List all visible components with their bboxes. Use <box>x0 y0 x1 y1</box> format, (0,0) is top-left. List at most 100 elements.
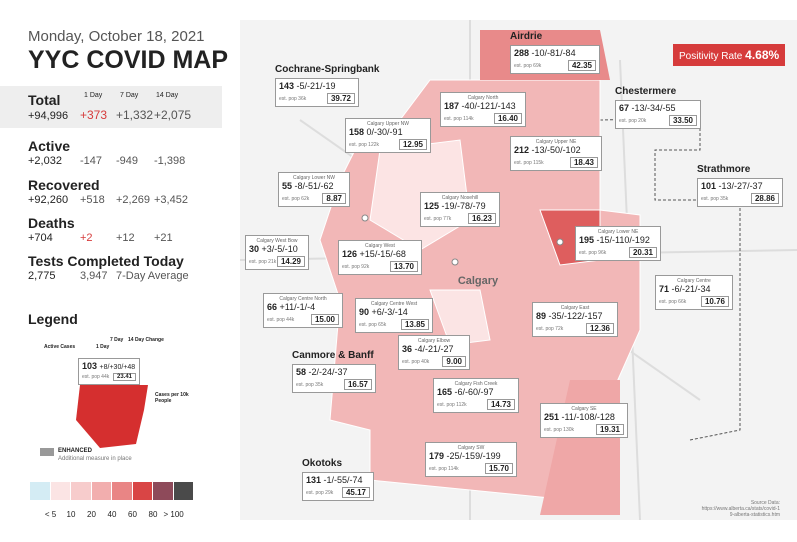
region-change: -10/-81/-84 <box>531 48 576 58</box>
region-pop: est. pop 96k <box>579 249 607 256</box>
region-cases: 165 <box>437 387 453 397</box>
region-box: Calgary Centre 71 -6/-21/-34 est. pop 66k 1… <box>655 275 733 310</box>
region-rate: 18.43 <box>569 157 598 168</box>
region-change: -25/-159/-199 <box>446 451 501 461</box>
region-change: -15/-110/-192 <box>596 235 650 245</box>
region-cases: 66 <box>267 302 278 312</box>
stat-change: +2,269 <box>116 194 150 206</box>
region-cases: 55 <box>282 181 293 191</box>
region-rate: 16.23 <box>467 213 496 224</box>
region-rate: 13.85 <box>400 319 429 330</box>
region-box: Calgary Centre West 90 +6/-3/-14 est. pop … <box>355 298 433 333</box>
region-rate: 42.35 <box>567 60 596 71</box>
source-title: Source Data: <box>750 500 780 506</box>
region-change: -6/-21/-34 <box>671 284 711 294</box>
scale-swatch <box>153 482 173 500</box>
stat-value: +2,032 <box>28 155 62 167</box>
region-row: 187 -40/-121/-143 <box>444 101 522 111</box>
region-pop: est. pop 44k <box>267 316 295 323</box>
legend-pop: est. pop 44k <box>82 374 110 380</box>
stat-change: +2,075 <box>154 108 192 122</box>
scale-label: 40 <box>107 510 117 519</box>
scale-label: 10 <box>66 510 76 519</box>
region-box: 131 -1/-55/-74 est. pop 29k 45.17 <box>302 472 374 501</box>
stat-change: +2 <box>80 232 93 244</box>
region-pop: est. pop 69k <box>514 62 542 69</box>
region-cases: 90 <box>359 307 370 317</box>
region-rate: 15.70 <box>484 463 513 474</box>
region-cases: 126 <box>342 249 358 259</box>
region-row: 143 -5/-21/-19 <box>279 81 355 91</box>
region-pop: est. pop 36k <box>279 95 307 102</box>
region-pop: est. pop 35k <box>296 381 324 388</box>
region-pop: est. pop 66k <box>659 298 687 305</box>
region-row: est. pop 35k 28.86 <box>701 193 779 204</box>
stat-change: +373 <box>80 108 108 122</box>
region-row: est. pop 130k 19.31 <box>544 424 624 435</box>
region-cases: 187 <box>444 101 460 111</box>
region-row: 125 -19/-78/-79 <box>424 201 496 211</box>
region-change: -6/-60/-97 <box>454 387 494 397</box>
scale-swatch <box>30 482 50 500</box>
region-change: -2/-24/-37 <box>308 367 348 377</box>
region-cases: 131 <box>306 475 322 485</box>
region-name: Cochrane-Springbank <box>275 64 380 75</box>
region-row: est. pop 29k 45.17 <box>306 487 370 498</box>
region-rate: 15.00 <box>310 314 339 325</box>
region-row: 66 +11/-1/-4 <box>267 302 339 312</box>
region-name: Calgary Nosehill <box>441 195 479 201</box>
stat-change: -147 <box>80 155 103 167</box>
region-change: -13/-50/-102 <box>531 145 581 155</box>
region-box: Calgary Nosehill 125 -19/-78/-79 est. pop … <box>420 192 500 227</box>
region-change: -40/-121/-143 <box>461 101 516 111</box>
region-change: -1/-55/-74 <box>323 475 363 485</box>
tests-value: 2,775 <box>28 270 56 282</box>
region-pop: est. pop 21k <box>249 258 277 265</box>
region-change: -4/-21/-27 <box>414 344 454 354</box>
region-pop: est. pop 77k <box>424 215 452 222</box>
region-name: Strathmore <box>697 164 751 175</box>
region-cases: 125 <box>424 201 440 211</box>
legend-shape <box>76 385 148 448</box>
tests-average-label: 7-Day Average <box>116 270 189 282</box>
region-rate: 9.00 <box>442 356 466 367</box>
legend-note: 7 Day <box>110 337 124 343</box>
region-box: Calgary East 89 -35/-122/-157 est. pop 72k… <box>532 302 618 337</box>
city-label: Calgary <box>458 275 499 287</box>
scale-label: > 100 <box>163 510 184 519</box>
stat-label: Deaths <box>28 215 75 231</box>
region-cases: 30 <box>249 244 260 254</box>
region-row: est. pop 20k 33.50 <box>619 115 697 126</box>
region-cases: 288 <box>514 48 530 58</box>
region-rate: 20.31 <box>628 247 657 258</box>
scale-swatch <box>50 482 70 500</box>
region-row: est. pop 72k 12.36 <box>536 323 614 334</box>
stat-change: +21 <box>154 232 173 244</box>
region-row: est. pop 40k 9.00 <box>402 356 466 367</box>
region-box: Calgary SW 179 -25/-159/-199 est. pop 114k… <box>425 442 517 477</box>
region-name: Calgary Lower NW <box>293 175 335 181</box>
region-row: est. pop 36k 39.72 <box>279 93 355 104</box>
legend-change: +8/+30/+48 <box>99 364 136 371</box>
region-rate: 33.50 <box>668 115 697 126</box>
region-row: 195 -15/-110/-192 <box>579 235 657 245</box>
region-row: 179 -25/-159/-199 <box>429 451 513 461</box>
region-pop: est. pop 115k <box>514 159 544 166</box>
region-row: est. pop 77k 16.23 <box>424 213 496 224</box>
stat-change: -949 <box>116 155 139 167</box>
region-name: Calgary SW <box>457 445 485 451</box>
region-change: +11/-1/-4 <box>279 302 316 312</box>
region-name: Canmore & Banff <box>292 350 374 361</box>
region-pop: est. pop 62k <box>282 195 310 202</box>
region-row: 212 -13/-50/-102 <box>514 145 598 155</box>
region-row: 67 -13/-34/-55 <box>619 103 697 113</box>
region-row: est. pop 21k 14.29 <box>249 256 305 267</box>
region-name: Airdrie <box>510 31 543 42</box>
region-row: 90 +6/-3/-14 <box>359 307 429 317</box>
region-pop: est. pop 20k <box>619 117 647 124</box>
region-pop: est. pop 72k <box>536 325 564 332</box>
region-change: -5/-21/-19 <box>296 81 336 91</box>
region-row: 55 -8/-51/-62 <box>282 181 346 191</box>
region-pop: est. pop 65k <box>359 321 387 328</box>
region-rate: 16.40 <box>493 113 522 124</box>
